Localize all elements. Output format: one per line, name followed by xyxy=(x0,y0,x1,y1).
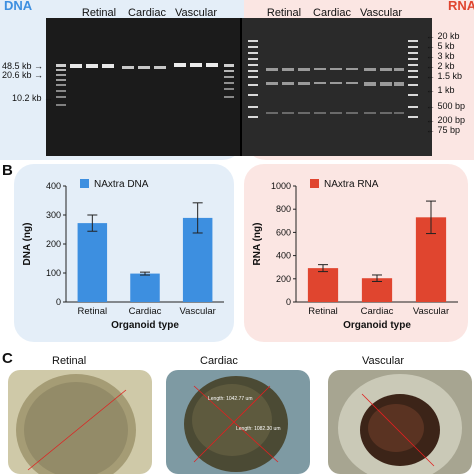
rna-group-label: Retinal xyxy=(266,7,302,19)
y-tick-label: 0 xyxy=(56,297,61,307)
rna-marker-label: 20 kb xyxy=(437,31,460,41)
y-tick-label: 800 xyxy=(276,204,291,214)
y-tick-label: 100 xyxy=(46,268,61,278)
panel-b-letter: B xyxy=(2,162,13,179)
rna-group-label: Cardiac xyxy=(313,7,351,19)
rna-marker: ← 20 kb xyxy=(426,31,465,41)
vascular-title: Vascular xyxy=(362,355,404,367)
y-tick-label: 200 xyxy=(46,239,61,249)
vascular-organoid-image xyxy=(328,370,472,474)
x-tick-label: Vascular xyxy=(180,306,216,317)
rna-marker-label: 75 bp xyxy=(437,125,461,135)
rna-group-label: Vascular xyxy=(360,7,402,19)
y-tick-label: 1000 xyxy=(271,181,291,191)
marker-arrow-icon: ← xyxy=(426,101,435,111)
rna-marker-label: 500 bp xyxy=(437,101,466,111)
rna-marker-label: 200 bp xyxy=(437,115,466,125)
marker-arrow-icon: → xyxy=(34,70,44,80)
cardiac-title: Cardiac xyxy=(200,355,238,367)
cardiac-organoid-image: Length: 1042.77 um Length: 1082.30 um xyxy=(166,370,310,474)
gel-divider xyxy=(240,18,242,156)
dna-marker-20kb: 20.6 kb → xyxy=(2,70,43,80)
cardiac-scale-label-2: Length: 1082.30 um xyxy=(236,426,280,432)
y-tick-label: 400 xyxy=(276,251,291,261)
rna-marker-label: 1.5 kb xyxy=(437,71,463,81)
marker-arrow-icon: ← xyxy=(426,31,435,41)
dna-marker-48kb: 48.5 kb → xyxy=(2,61,43,71)
panel-c-letter: C xyxy=(2,350,13,367)
dna-label: DNA xyxy=(4,0,33,13)
x-tick-label: Vascular xyxy=(413,306,449,317)
x-tick-label: Retinal xyxy=(308,306,338,317)
y-tick-label: 0 xyxy=(286,297,291,307)
rna-gel-image xyxy=(242,18,432,156)
x-tick-label: Cardiac xyxy=(361,306,394,317)
y-tick-label: 300 xyxy=(46,210,61,220)
x-axis-label: Organoid type xyxy=(111,320,179,331)
x-tick-label: Cardiac xyxy=(129,306,162,317)
rna-marker-label: 2 kb xyxy=(437,61,455,71)
dna-group-label: Retinal xyxy=(81,7,117,19)
rna-marker-label: 3 kb xyxy=(437,51,455,61)
legend-label: NAxtra RNA xyxy=(324,179,379,190)
dna-marker-label: 20.6 kb xyxy=(2,70,32,80)
retinal-organoid-image xyxy=(8,370,152,474)
marker-arrow-icon: ← xyxy=(426,115,435,125)
rna-marker: ← 3 kb xyxy=(426,51,465,61)
rna-marker: ← 1 kb xyxy=(426,85,465,95)
rna-marker-label: 5 kb xyxy=(437,41,455,51)
marker-arrow-icon: → xyxy=(34,61,44,71)
retinal-title: Retinal xyxy=(52,355,87,367)
bar xyxy=(77,223,108,302)
y-tick-label: 400 xyxy=(46,181,61,191)
y-tick-label: 600 xyxy=(276,227,291,237)
rna-marker: ← 5 kb xyxy=(426,41,465,51)
dna-bar-chart: 0 100 200 300 400 DNA (ng) Retinal Cardiac Vascu… xyxy=(22,179,224,331)
marker-arrow-icon: ← xyxy=(426,85,435,95)
dna-group-label: Cardiac xyxy=(128,7,166,19)
rna-marker-label: 1 kb xyxy=(437,85,455,95)
marker-arrow-icon: ← xyxy=(426,41,435,51)
rna-markers: ← 20 kb ← 5 kb ← 3 kb ← 2 kb ← 1.5 kb ← … xyxy=(426,31,465,135)
rna-marker: ← 200 bp xyxy=(426,115,465,125)
legend-swatch xyxy=(310,179,319,188)
y-axis-label: DNA (ng) xyxy=(22,223,33,266)
y-axis-label: RNA (ng) xyxy=(252,223,263,266)
cardiac-scale-label-1: Length: 1042.77 um xyxy=(208,396,252,402)
bar xyxy=(361,278,393,302)
y-tick-label: 200 xyxy=(276,274,291,284)
rna-label: RNA xyxy=(448,0,474,13)
legend-label: NAxtra DNA xyxy=(94,179,149,190)
rna-marker: ← 2 kb xyxy=(426,61,465,71)
bar xyxy=(130,273,160,302)
marker-arrow-icon: ← xyxy=(426,51,435,61)
marker-arrow-icon: ← xyxy=(426,71,435,81)
marker-arrow-icon: → xyxy=(44,93,54,103)
bar xyxy=(307,268,339,302)
marker-arrow-icon: ← xyxy=(426,125,435,135)
rna-marker: ← 500 bp xyxy=(426,101,465,111)
dna-group-label: Vascular xyxy=(175,7,217,19)
x-axis-label: Organoid type xyxy=(343,320,411,331)
x-tick-label: Retinal xyxy=(78,306,108,317)
dna-marker-label: 48.5 kb xyxy=(2,61,32,71)
panel-a: DNA RNA Retinal Cardiac Vascular Retinal… xyxy=(0,0,474,162)
dna-gel-image xyxy=(46,18,240,156)
rna-marker: ← 75 bp xyxy=(426,125,465,135)
legend-swatch xyxy=(80,179,89,188)
rna-bar-chart: 0 200 400 600 800 1000 RNA (ng) Retinal Cardiac V… xyxy=(252,179,458,331)
dna-marker-10kb: 10.2 kb → xyxy=(12,93,53,103)
rna-marker: ← 1.5 kb xyxy=(426,71,465,81)
dna-marker-label: 10.2 kb xyxy=(12,93,42,103)
marker-arrow-icon: ← xyxy=(426,61,435,71)
